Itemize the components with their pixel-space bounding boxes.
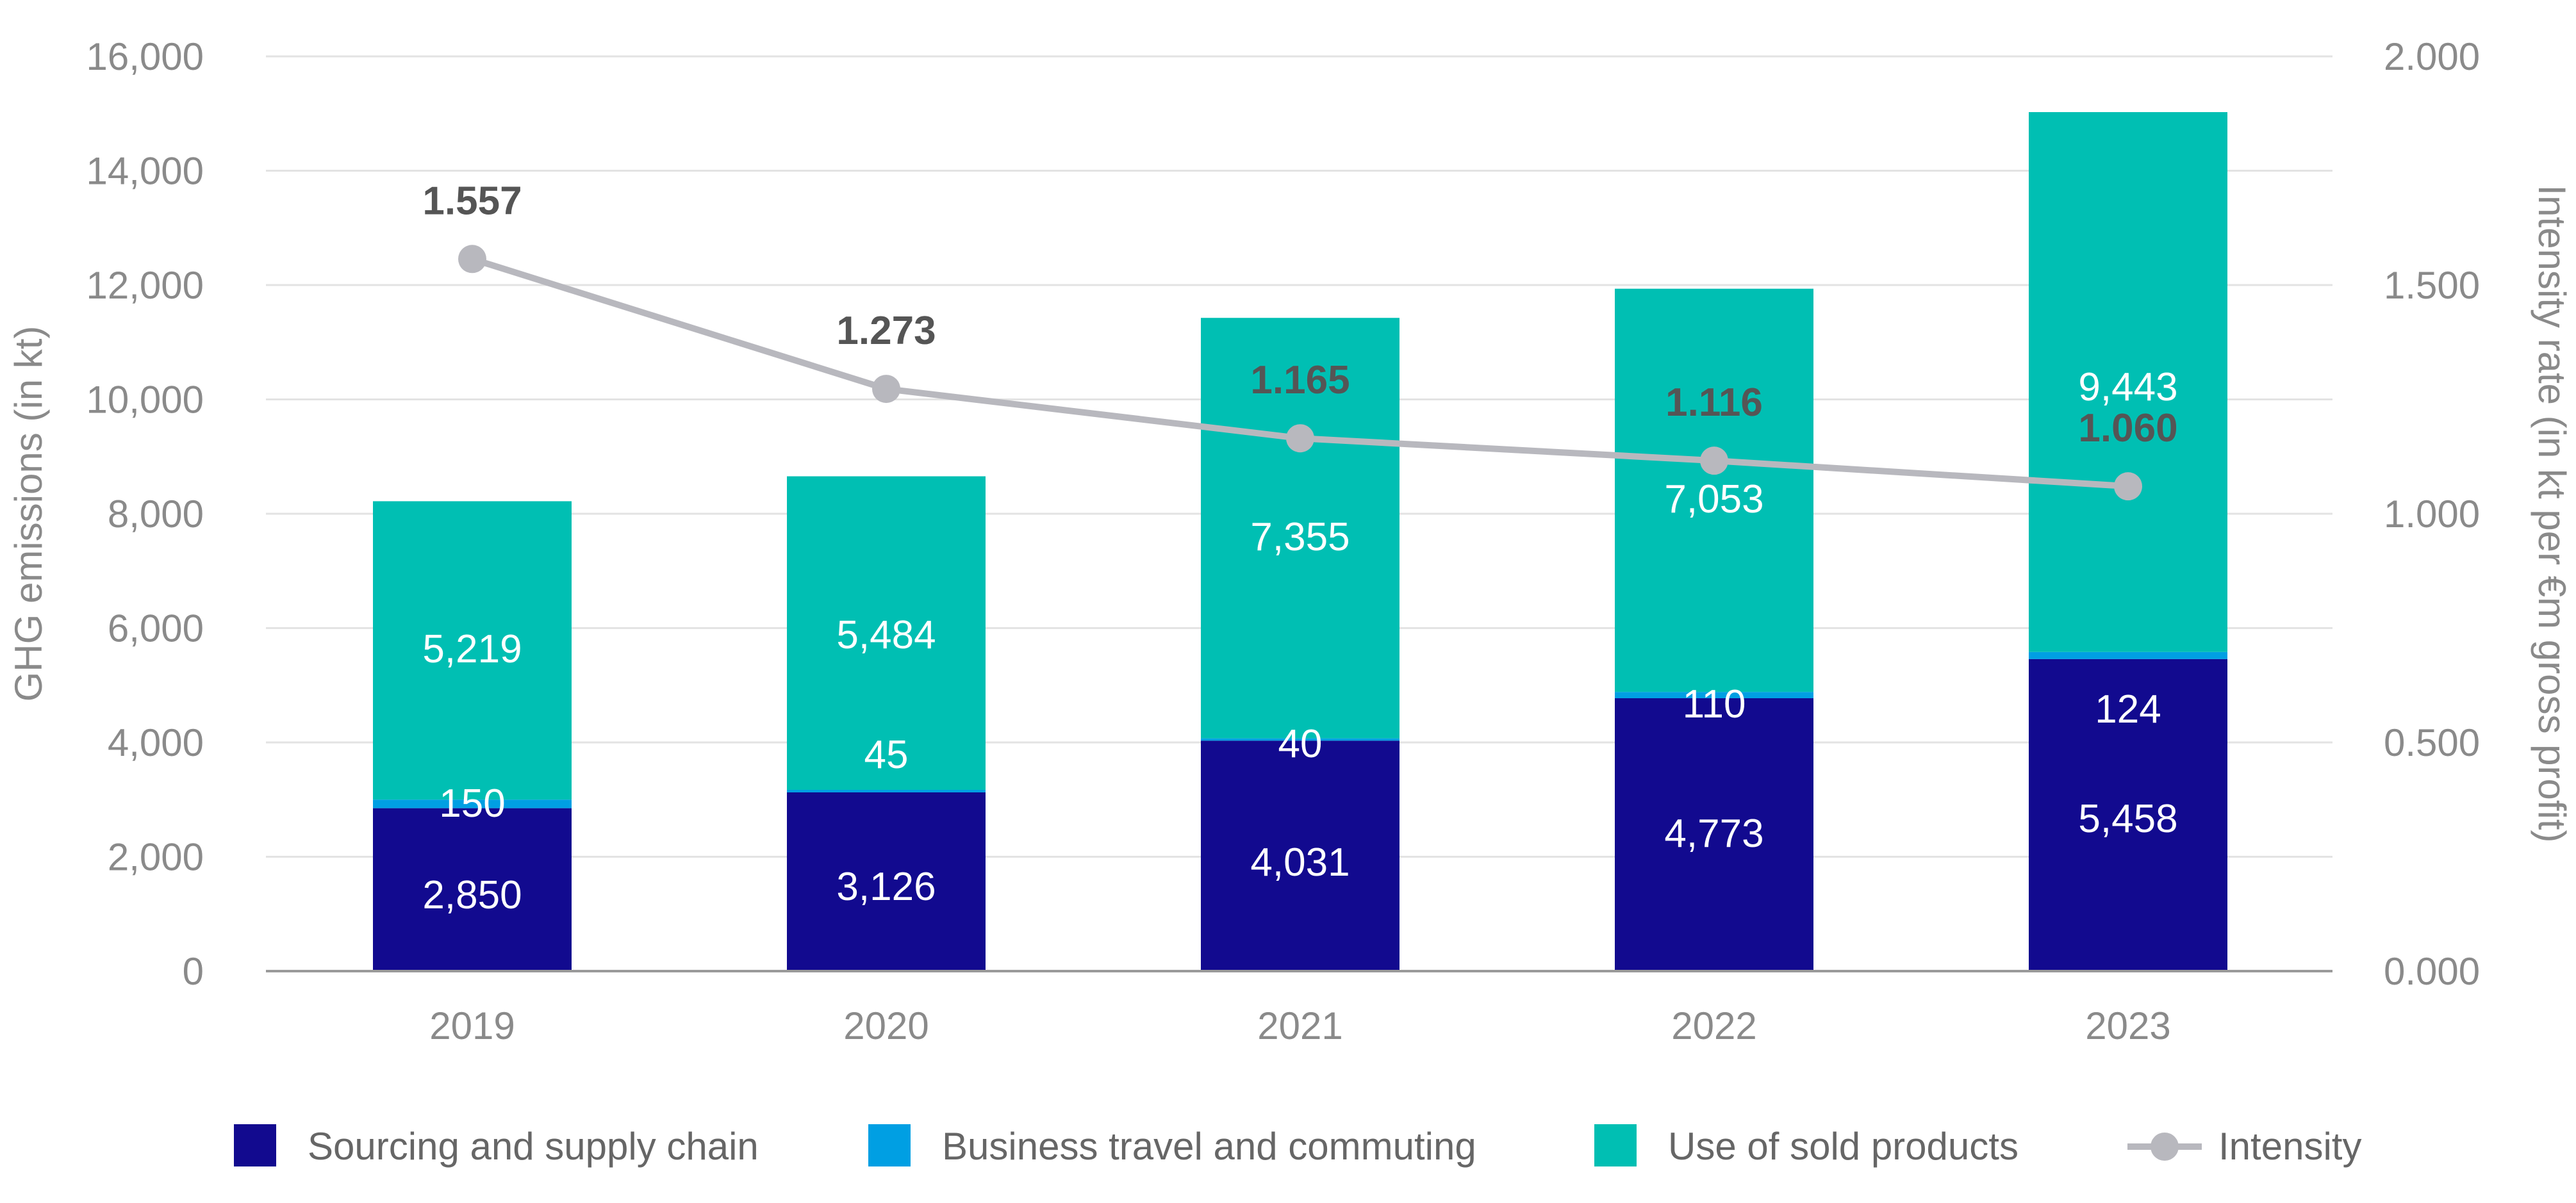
legend-label: Sourcing and supply chain: [308, 1125, 759, 1168]
bar-value-label: 124: [2095, 687, 2161, 732]
bar-value-label: 3,126: [836, 865, 936, 909]
intensity-value-label: 1.557: [422, 179, 522, 223]
legend-label: Intensity: [2218, 1125, 2361, 1168]
legend-swatch: [868, 1124, 911, 1166]
intensity-value-label: 1.273: [836, 309, 936, 353]
bar-value-label: 5,219: [422, 627, 522, 671]
bar-segment: [1201, 738, 1399, 741]
intensity-point: [1286, 424, 1314, 453]
y-tick-label: 8,000: [108, 493, 204, 536]
intensity-value-label: 1.060: [2078, 406, 2177, 450]
bar-value-label: 110: [1683, 682, 1746, 726]
bar-segment: [2029, 112, 2227, 652]
y2-tick-label: 2.000: [2384, 35, 2480, 78]
bar-segment: [373, 808, 572, 971]
x-axis: 2019 2020 2021 2022 2023: [429, 1004, 2170, 1047]
bar-segment: [787, 476, 986, 790]
intensity-point: [2114, 472, 2142, 501]
bar-value-label: 5,484: [836, 613, 936, 657]
x-tick-label: 2020: [843, 1004, 929, 1047]
bar-segment: [1615, 692, 1813, 699]
bar-value-label: 40: [1278, 722, 1323, 766]
y2-tick-label: 0.000: [2384, 950, 2480, 993]
y-tick-label: 16,000: [86, 35, 204, 78]
bar-segment: [373, 501, 572, 800]
legend-label: Business travel and commuting: [942, 1125, 1476, 1168]
bar-segment: [2029, 659, 2227, 971]
bar-segment: [2029, 651, 2227, 659]
y-tick-label: 0: [183, 950, 204, 993]
bar-segment: [373, 799, 572, 808]
bar-value-label: 5,458: [2078, 797, 2177, 841]
y-tick-label: 6,000: [108, 607, 204, 650]
y-tick-label: 10,000: [86, 379, 204, 421]
y2-tick-label: 1.000: [2384, 493, 2480, 536]
x-tick-label: 2023: [2085, 1004, 2170, 1047]
y2-tick-label: 1.500: [2384, 264, 2480, 307]
bar-segment: [787, 792, 986, 971]
intensity-line-series: 1.557 1.273 1.165 1.116 1.060: [422, 179, 2178, 501]
bar-segment: [1201, 741, 1399, 971]
y-tick-label: 2,000: [108, 836, 204, 879]
y-axis-left: 0 2,000 4,000 6,000 8,000 10,000 12,000 14,000 1…: [86, 35, 204, 993]
legend-swatch: [1594, 1124, 1637, 1166]
bar-value-label: 45: [864, 733, 909, 777]
y-tick-label: 4,000: [108, 721, 204, 764]
legend-swatch: [234, 1124, 276, 1166]
x-tick-label: 2022: [1671, 1004, 1756, 1047]
bar-value-label: 7,053: [1664, 477, 1763, 521]
bar-value-label: 7,355: [1250, 515, 1350, 559]
y-axis-right: 0.000 0.500 1.000 1.500 2.000: [2384, 35, 2480, 993]
bar-segment: [1201, 318, 1399, 739]
y2-tick-label: 0.500: [2384, 721, 2480, 764]
legend-label: Use of sold products: [1668, 1125, 2019, 1168]
legend-marker: [2151, 1133, 2179, 1161]
bar-segment: [1615, 288, 1813, 692]
intensity-point: [458, 245, 486, 274]
x-tick-label: 2021: [1257, 1004, 1342, 1047]
bar-value-label: 2,850: [422, 873, 522, 917]
bar-value-label: 150: [439, 782, 505, 826]
y-tick-label: 12,000: [86, 264, 204, 307]
y2-axis-title: Intensity rate (in kt per €m gross profi…: [2531, 184, 2573, 842]
bar-value-label: 4,773: [1664, 812, 1763, 856]
y-tick-label: 14,000: [86, 150, 204, 193]
bar-segment: [1615, 698, 1813, 971]
intensity-point: [872, 375, 900, 404]
bar-segment: [787, 789, 986, 793]
x-tick-label: 2019: [429, 1004, 515, 1047]
intensity-point: [1700, 446, 1728, 475]
bar-value-label: 4,031: [1250, 840, 1350, 885]
legend: Sourcing and supply chain Business travel…: [234, 1124, 2361, 1168]
bar-value-label: 9,443: [2078, 365, 2177, 409]
stacked-bars: 2,850 150 5,219 3,126 45 5,484 4,031 40 7,355 4,7…: [373, 112, 2227, 971]
y-axis-title: GHG emissions (in kt): [7, 326, 50, 702]
intensity-value-label: 1.165: [1250, 358, 1350, 402]
intensity-value-label: 1.116: [1665, 381, 1763, 425]
